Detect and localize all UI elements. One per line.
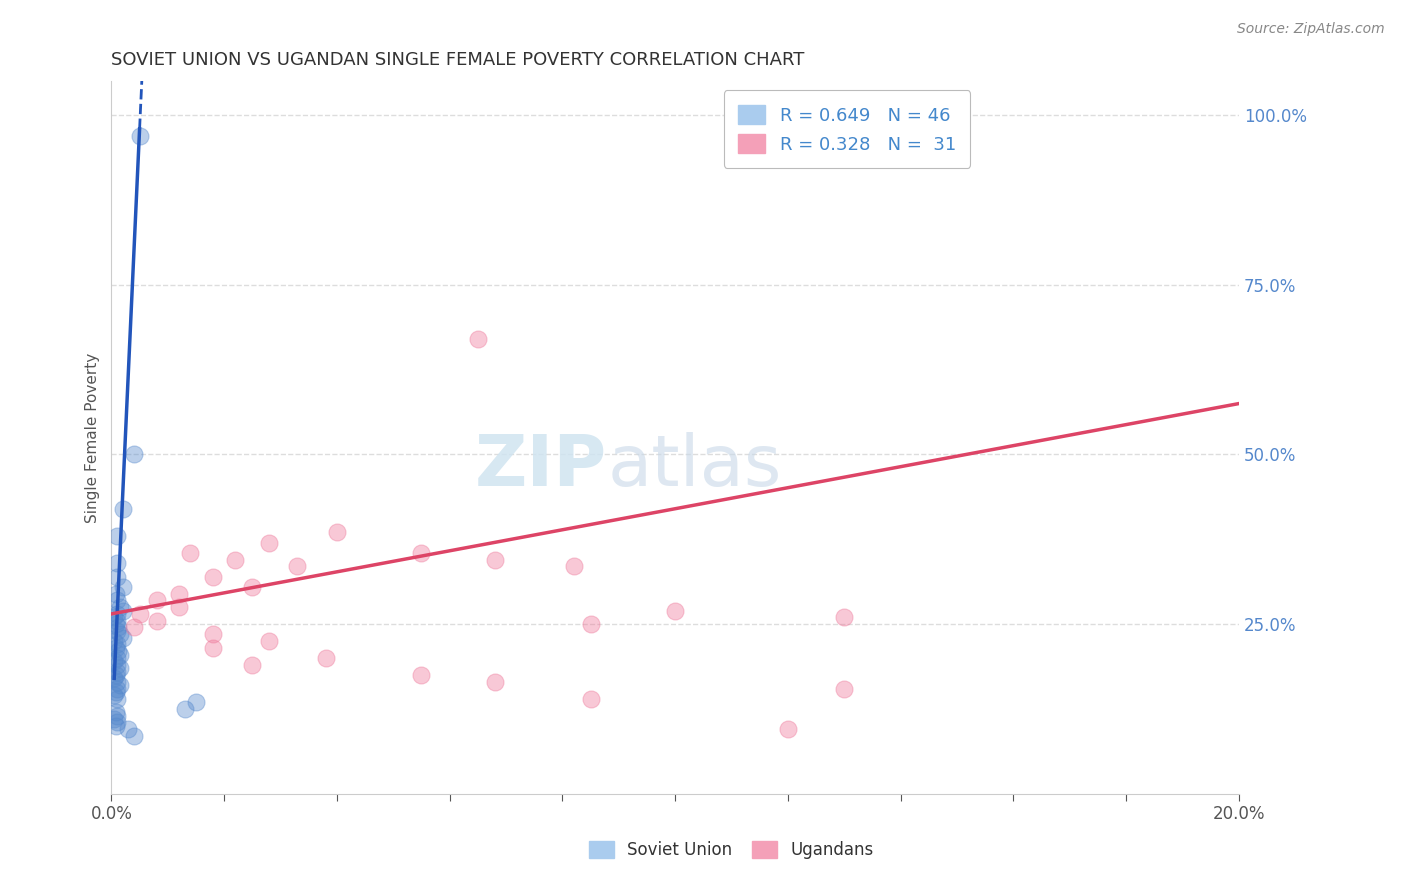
Point [104,586,127,600]
Point [105,569,128,583]
Point [105,614,128,628]
Text: SOVIET UNION VS UGANDAN SINGLE FEMALE POVERTY CORRELATION CHART: SOVIET UNION VS UGANDAN SINGLE FEMALE PO… [111,51,804,69]
Point [108,661,131,675]
Point [104,640,127,655]
Point [117,723,139,737]
Point [776,723,799,737]
Point [579,691,602,706]
Point [105,624,128,638]
Point [111,631,134,645]
Point [145,614,167,628]
Point [108,648,131,662]
Point [224,552,246,566]
Point [107,620,129,634]
Legend: Soviet Union, Ugandans: Soviet Union, Ugandans [582,834,880,866]
Point [173,702,195,716]
Text: atlas: atlas [607,432,782,500]
Point [832,681,855,696]
Point [184,695,207,709]
Point [105,556,128,570]
Point [111,501,134,516]
Point [467,332,489,346]
Point [664,603,686,617]
Point [103,671,125,685]
Point [105,593,128,607]
Point [579,617,602,632]
Point [105,657,128,672]
Point [104,706,127,720]
Point [257,634,280,648]
Point [108,678,131,692]
Point [484,552,506,566]
Point [167,600,190,615]
Point [201,640,224,655]
Point [104,719,127,733]
Point [240,657,263,672]
Point [179,546,201,560]
Point [105,607,128,621]
Point [111,580,134,594]
Point [111,603,134,617]
Legend: R = 0.649   N = 46, R = 0.328   N =  31: R = 0.649 N = 46, R = 0.328 N = 31 [724,90,970,168]
Point [104,685,127,699]
Point [105,665,128,679]
Point [105,708,128,723]
Point [103,712,125,726]
Point [103,610,125,624]
Point [240,580,263,594]
Point [326,525,349,540]
Point [201,627,224,641]
Point [104,617,127,632]
Point [105,691,128,706]
Point [287,559,309,574]
Point [105,651,128,665]
Point [145,593,167,607]
Point [122,620,145,634]
Point [257,535,280,549]
Point [411,668,433,682]
Point [128,607,150,621]
Point [484,674,506,689]
Point [108,600,131,615]
Point [105,715,128,730]
Point [128,128,150,143]
Point [562,559,585,574]
Point [315,651,337,665]
Point [105,674,128,689]
Point [122,729,145,743]
Point [122,447,145,461]
Point [167,586,190,600]
Point [104,668,127,682]
Point [103,654,125,668]
Point [107,644,129,658]
Point [103,688,125,702]
Text: Source: ZipAtlas.com: Source: ZipAtlas.com [1237,22,1385,37]
Point [832,610,855,624]
Point [832,128,855,143]
Point [201,569,224,583]
Text: ZIP: ZIP [475,432,607,500]
Y-axis label: Single Female Poverty: Single Female Poverty [86,352,100,523]
Point [105,529,128,543]
Point [411,546,433,560]
Point [105,637,128,651]
Point [103,634,125,648]
Point [105,681,128,696]
Point [108,627,131,641]
